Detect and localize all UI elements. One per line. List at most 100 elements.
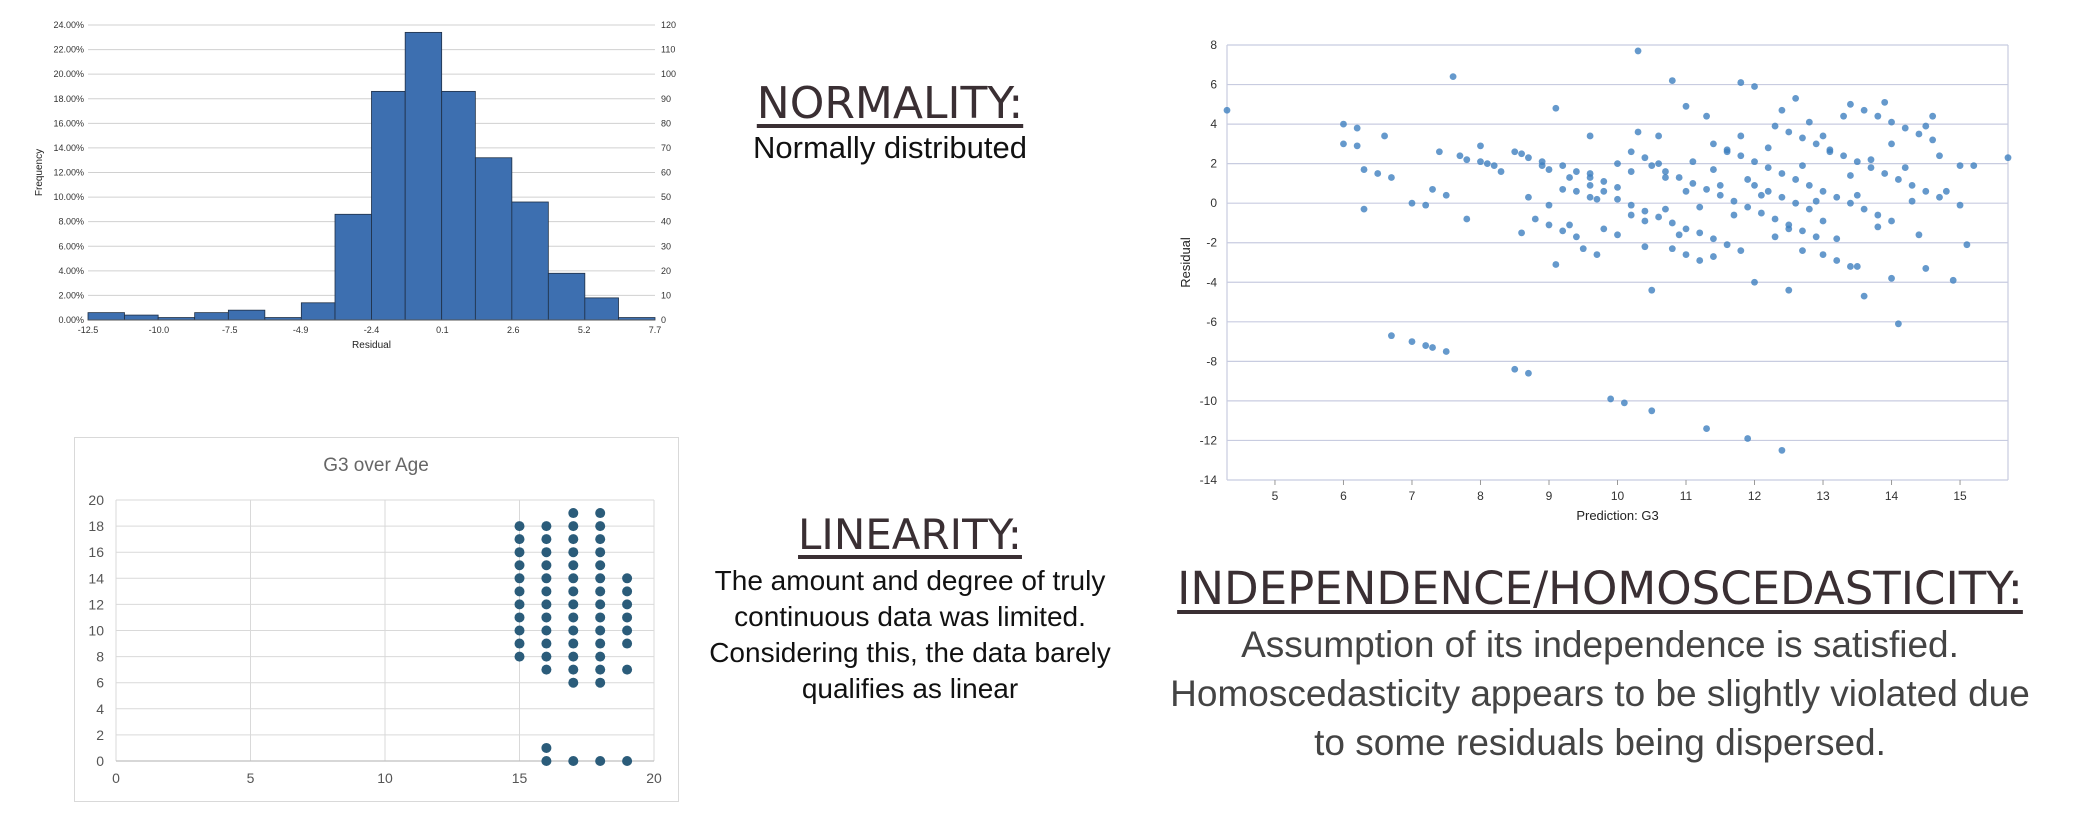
- resid-point: [1710, 253, 1717, 260]
- hist-y-left-tick: 20.00%: [53, 69, 84, 79]
- resid-point: [1627, 211, 1635, 219]
- age-point: [622, 638, 633, 649]
- resid-point: [1833, 193, 1841, 201]
- resid-point: [1675, 174, 1683, 181]
- hist-y-left-tick: 2.00%: [58, 290, 84, 300]
- age-point: [568, 651, 579, 662]
- age-point: [595, 534, 606, 545]
- resid-point: [1710, 166, 1717, 173]
- resid-point: [1545, 201, 1553, 209]
- independence-heading: INDEPENDENCE/HOMOSCEDASTICITY:: [1177, 562, 2023, 615]
- residual-vs-prediction-chart: -14 -12 -10 -8 -6 -4 -2 0 2 4 6 8 5 6 7 8 9 10 11 12 13 14 15 P…: [1178, 38, 2012, 523]
- age-point: [622, 756, 633, 766]
- resid-point: [1696, 203, 1704, 211]
- resid-point: [1805, 118, 1813, 126]
- resid-point: [1572, 187, 1580, 195]
- hist-y-right-tick: 110: [661, 45, 675, 55]
- resid-y-tick: -6: [1206, 315, 1217, 329]
- resid-point: [1812, 197, 1820, 205]
- resid-point: [1874, 211, 1882, 219]
- resid-point: [1744, 176, 1752, 183]
- resid-point: [1675, 231, 1683, 239]
- resid-x-tick: 11: [1680, 489, 1693, 503]
- resid-point: [1223, 106, 1231, 114]
- resid-point: [1853, 263, 1861, 270]
- resid-point: [1648, 162, 1656, 170]
- age-y-tick: 18: [88, 518, 104, 534]
- resid-y-label: Residual: [1178, 237, 1193, 288]
- hist-bar: [404, 31, 443, 321]
- resid-point: [1751, 181, 1758, 189]
- resid-point: [1614, 231, 1621, 239]
- resid-x-tick: 14: [1885, 489, 1899, 503]
- resid-point: [1614, 195, 1621, 203]
- hist-x-tick: 5.2: [578, 325, 591, 335]
- resid-point: [1429, 344, 1436, 351]
- age-x-tick: 20: [646, 770, 662, 786]
- resid-point: [1826, 146, 1834, 154]
- resid-point: [1805, 205, 1813, 213]
- resid-point: [1545, 166, 1553, 173]
- resid-point: [1566, 221, 1573, 229]
- resid-point: [1840, 112, 1847, 120]
- age-point: [595, 586, 606, 597]
- hist-x-tick: 2.6: [507, 325, 520, 335]
- age-point: [514, 612, 525, 623]
- resid-point: [1374, 170, 1382, 177]
- age-point: [568, 534, 579, 545]
- resid-point: [1483, 160, 1491, 168]
- resid-point: [1682, 187, 1690, 195]
- age-point: [622, 612, 633, 623]
- resid-point: [1682, 102, 1690, 110]
- resid-point: [1874, 112, 1882, 120]
- resid-point: [1812, 140, 1820, 148]
- age-x-tick: 10: [377, 770, 393, 786]
- hist-y-right-tick: 100: [661, 69, 676, 79]
- age-point: [568, 756, 579, 766]
- resid-point: [1600, 187, 1608, 195]
- age-point: [595, 547, 606, 558]
- resid-point: [1435, 148, 1443, 156]
- age-point: [514, 638, 525, 649]
- resid-point: [1518, 229, 1525, 237]
- age-point: [622, 573, 633, 584]
- resid-point: [1559, 162, 1567, 170]
- age-point: [514, 625, 525, 636]
- resid-point: [1689, 158, 1697, 166]
- resid-point: [1847, 263, 1854, 270]
- resid-point: [1894, 176, 1902, 183]
- age-point: [568, 573, 579, 584]
- resid-point: [1408, 199, 1416, 207]
- resid-point: [1696, 257, 1704, 264]
- age-point: [541, 573, 552, 584]
- resid-point: [1716, 181, 1724, 189]
- hist-y-left-tick: 12.00%: [53, 168, 84, 178]
- normality-description: Normally distributed: [753, 130, 1027, 165]
- linearity-heading: LINEARITY:: [798, 510, 1022, 559]
- resid-point: [1641, 217, 1649, 225]
- hist-bar: [334, 213, 372, 321]
- resid-point: [1888, 140, 1895, 148]
- resid-point: [1792, 94, 1800, 102]
- resid-point: [1662, 205, 1669, 213]
- resid-point: [1723, 146, 1731, 154]
- resid-point: [1792, 199, 1800, 207]
- resid-point: [1463, 215, 1471, 223]
- age-point: [541, 651, 552, 662]
- resid-point: [1586, 132, 1594, 140]
- resid-point: [1785, 128, 1793, 136]
- resid-point: [1340, 140, 1347, 148]
- age-point: [541, 742, 552, 753]
- hist-y-left-tick: 22.00%: [53, 45, 84, 55]
- age-point: [595, 521, 606, 532]
- age-y-tick: 2: [96, 727, 104, 743]
- resid-point: [1525, 154, 1532, 162]
- hist-x-tick: 0.1: [436, 325, 449, 335]
- resid-point: [1648, 407, 1656, 415]
- age-point: [595, 625, 606, 636]
- resid-point: [1860, 205, 1868, 213]
- resid-point: [1867, 164, 1875, 171]
- resid-point: [1627, 201, 1635, 209]
- hist-y-left-tick: 6.00%: [58, 241, 84, 251]
- age-point: [514, 534, 525, 545]
